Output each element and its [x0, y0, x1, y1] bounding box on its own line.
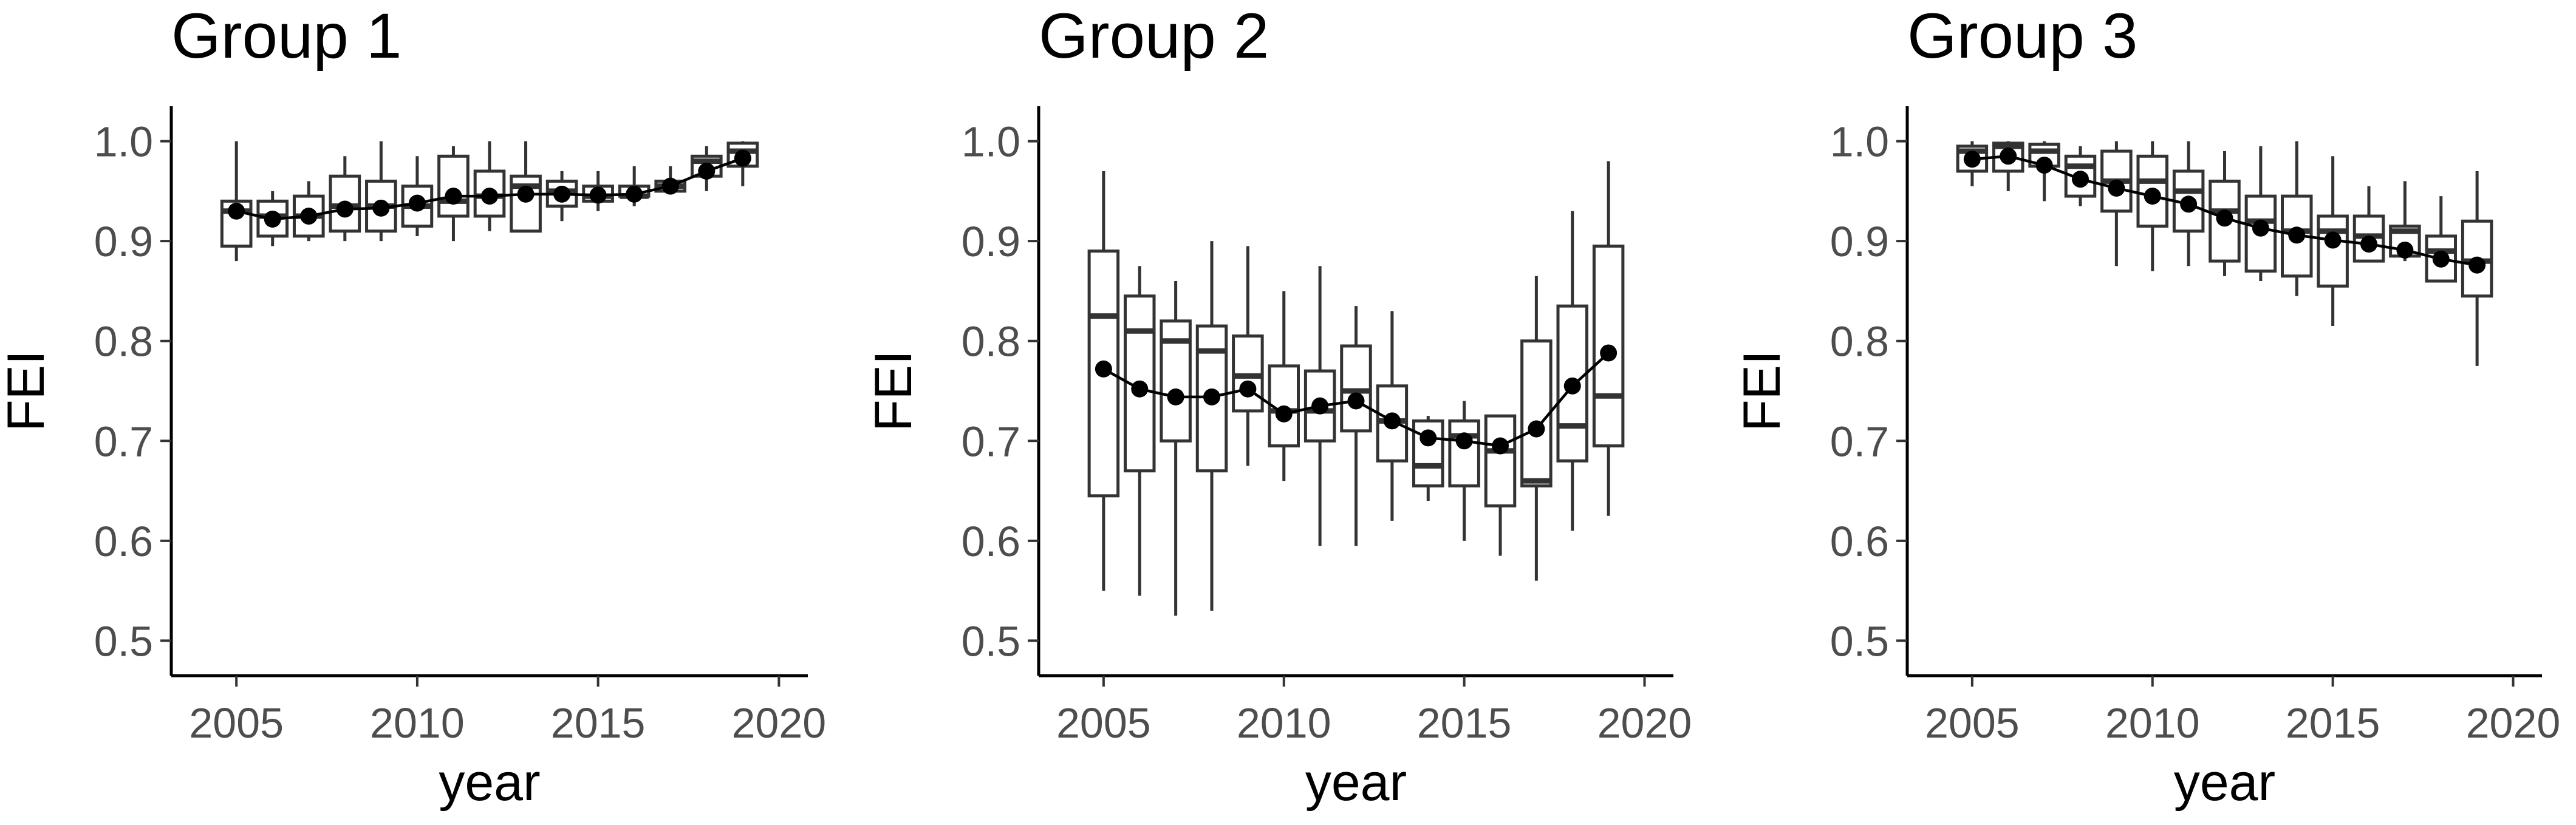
mean-point: [2432, 250, 2450, 268]
x-axis-label: year: [1305, 753, 1407, 812]
box-iqr: [2317, 214, 2349, 288]
mean-point: [734, 149, 751, 167]
box-iqr: [1484, 414, 1517, 508]
mean-point: [1492, 437, 1509, 455]
mean-point: [1275, 405, 1293, 423]
y-tick-label: 0.7: [962, 418, 1020, 465]
x-axis-label: year: [439, 753, 540, 812]
x-tick-label: 2015: [551, 699, 646, 747]
chart-title: Group 3: [1907, 1, 2137, 72]
mean-point: [1239, 380, 1257, 398]
mean-point: [698, 162, 716, 180]
mean-point: [2252, 219, 2269, 237]
x-tick-label: 2005: [1056, 699, 1151, 747]
panel-group-3: Group 3 0.5 0.6 0.7 0.8 0.9 1.0 2005 2010 2015 202…: [1733, 1, 2560, 812]
box-iqr: [1520, 339, 1553, 487]
y-tick-label: 0.8: [1830, 318, 1889, 365]
y-tick-label: 0.5: [1830, 617, 1889, 665]
x-tick-label: 2015: [2286, 699, 2380, 747]
y-tick-label: 0.7: [94, 418, 153, 465]
mean-point: [1167, 388, 1184, 406]
x-tick-label: 2020: [1597, 699, 1692, 747]
mean-point: [2000, 148, 2017, 165]
mean-point: [372, 199, 390, 217]
mean-point: [2216, 209, 2233, 227]
y-tick-label: 0.8: [94, 318, 153, 365]
chart-title: Group 2: [1039, 1, 1269, 72]
x-tick-label: 2010: [2105, 699, 2200, 747]
y-tick-label: 0.9: [1830, 218, 1889, 265]
x-tick-label: 2005: [1925, 699, 2020, 747]
y-tick-label: 0.5: [962, 617, 1020, 665]
mean-point: [300, 208, 318, 225]
chart-title: Group 1: [171, 1, 401, 72]
mean-point: [661, 177, 679, 195]
mean-point: [228, 202, 245, 220]
mean-point: [553, 185, 571, 203]
mean-point: [1131, 380, 1149, 398]
mean-point: [1311, 397, 1329, 415]
y-tick-label: 0.7: [1830, 418, 1889, 465]
panel-group-2: Group 2 0.5 0.6 0.7 0.8 0.9 1.0 2005 2010 2015 202…: [864, 1, 1692, 812]
mean-point: [2288, 226, 2306, 244]
mean-point: [445, 188, 462, 205]
box-iqr: [1448, 419, 1480, 487]
box-iqr: [1412, 419, 1444, 487]
x-tick-label: 2015: [1417, 699, 1512, 747]
mean-point: [2035, 157, 2053, 174]
mean-point: [589, 186, 607, 204]
mean-point: [2360, 236, 2377, 253]
x-tick-label: 2020: [731, 699, 826, 747]
mean-point: [1203, 388, 1220, 406]
y-tick-label: 1.0: [94, 118, 153, 166]
mean-point: [1347, 392, 1365, 410]
x-tick-label: 2010: [370, 699, 465, 747]
y-tick-label: 1.0: [962, 118, 1020, 166]
mean-point: [1963, 151, 1981, 168]
y-tick-label: 0.9: [962, 218, 1020, 265]
mean-point: [2468, 256, 2486, 274]
mean-point: [1455, 432, 1473, 450]
x-tick-label: 2005: [189, 699, 284, 747]
mean-point: [2324, 231, 2342, 249]
y-tick-label: 0.6: [962, 518, 1020, 565]
mean-point: [481, 188, 498, 205]
mean-point: [2180, 195, 2198, 213]
mean-point: [1563, 377, 1581, 395]
mean-point: [2144, 188, 2161, 205]
y-tick-label: 0.5: [94, 617, 153, 665]
box-iqr: [437, 154, 470, 218]
mean-point: [1600, 344, 1618, 362]
mean-point: [517, 185, 535, 203]
y-axis-label: FEI: [0, 350, 55, 432]
mean-point: [2108, 179, 2125, 197]
y-tick-label: 0.8: [962, 318, 1020, 365]
mean-point: [264, 210, 281, 228]
panel-group-1: Group 1 0.5 0.6 0.7 0.8 0.9 1.0 2005 2010 2015 202…: [0, 1, 826, 812]
mean-point: [1383, 412, 1401, 430]
mean-point: [1420, 429, 1437, 447]
mean-point: [1528, 420, 1545, 438]
mean-point: [408, 194, 426, 212]
y-tick-label: 0.6: [1830, 518, 1889, 565]
y-axis-label: FEI: [864, 350, 923, 432]
mean-point: [2396, 241, 2414, 259]
y-tick-label: 0.9: [94, 218, 153, 265]
x-tick-label: 2020: [2466, 699, 2561, 747]
mean-point: [2072, 171, 2089, 188]
mean-point: [626, 185, 643, 203]
mean-point: [1095, 360, 1112, 378]
x-axis-label: year: [2174, 753, 2275, 812]
y-tick-label: 1.0: [1830, 118, 1889, 166]
x-tick-label: 2010: [1237, 699, 1331, 747]
mean-point: [336, 200, 354, 218]
y-axis-label: FEI: [1733, 350, 1791, 432]
y-tick-label: 0.6: [94, 518, 153, 565]
